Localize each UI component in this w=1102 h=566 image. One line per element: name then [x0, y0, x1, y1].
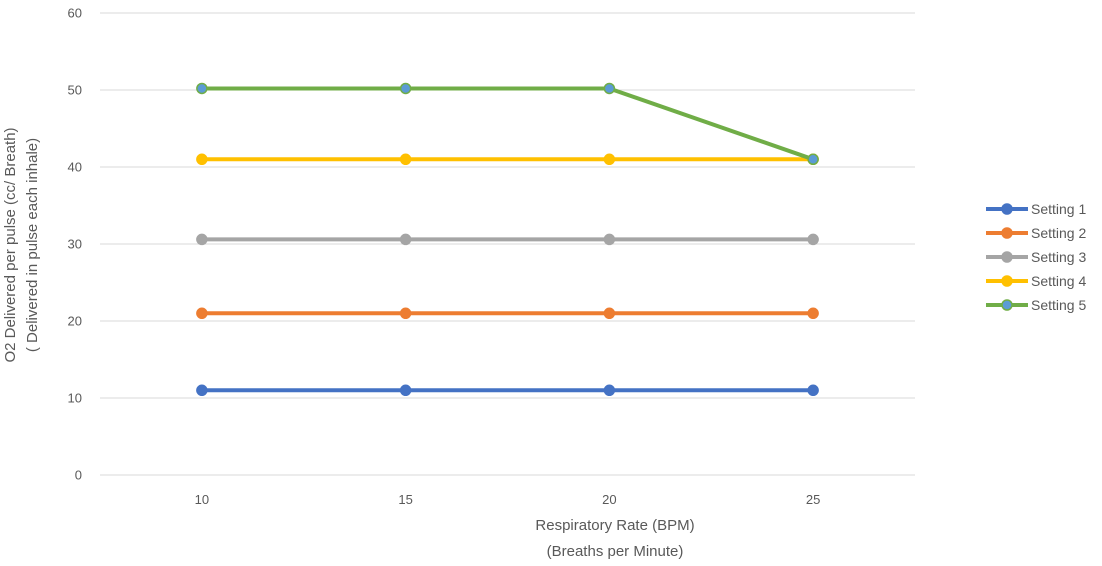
legend-item: Setting 3: [986, 249, 1086, 265]
legend-label: Setting 5: [1031, 297, 1086, 313]
legend-marker: [1001, 203, 1013, 215]
y-axis-title-line-1: O2 Delivered per pulse (cc/ Breath): [2, 127, 19, 362]
legend-label: Setting 2: [1031, 225, 1086, 241]
plot-area: [196, 82, 819, 397]
series-setting-1: [196, 384, 819, 397]
series-setting-2: [196, 307, 819, 320]
data-point: [399, 307, 412, 320]
data-point: [807, 233, 819, 246]
legend-marker: [1001, 227, 1013, 239]
x-tick-label: 10: [195, 492, 209, 507]
data-point: [399, 82, 412, 95]
y-tick-label: 30: [68, 237, 82, 252]
legend-marker: [1001, 299, 1013, 311]
legend-item: Setting 4: [986, 273, 1086, 289]
y-tick-label: 40: [68, 160, 82, 175]
y-tick-label: 20: [68, 314, 82, 329]
series-line: [199, 86, 816, 162]
data-point: [603, 82, 616, 95]
data-point: [603, 153, 616, 166]
data-point: [196, 153, 208, 166]
data-point: [399, 384, 412, 397]
data-point: [603, 307, 616, 320]
data-point: [196, 82, 208, 95]
legend-label: Setting 4: [1031, 273, 1086, 289]
x-axis-title-line-1: Respiratory Rate (BPM): [535, 517, 694, 534]
x-tick-label: 15: [398, 492, 412, 507]
legend-label: Setting 1: [1031, 201, 1086, 217]
series-setting-5: [196, 82, 819, 166]
y-tick-label: 10: [68, 391, 82, 406]
data-point: [196, 233, 208, 246]
data-point: [399, 153, 412, 166]
data-point: [603, 384, 616, 397]
x-tick-label: 20: [602, 492, 616, 507]
x-axis-title-line-2: (Breaths per Minute): [547, 543, 684, 560]
y-tick-label: 50: [68, 83, 82, 98]
y-tick-label: 0: [75, 468, 82, 483]
data-point: [196, 307, 208, 320]
y-axis-ticks: 0 10 20 30 40 50 60: [68, 6, 82, 483]
data-point: [807, 307, 819, 320]
legend: Setting 1 Setting 2 Setting 3 Setting 4 Sett…: [986, 201, 1086, 313]
data-point: [196, 384, 208, 397]
data-point: [807, 384, 819, 397]
y-axis-title-line-2: ( Delivered in pulse each inhale): [24, 138, 41, 352]
x-axis-ticks: 10 15 20 25: [195, 492, 821, 507]
y-tick-label: 60: [68, 6, 82, 21]
legend-label: Setting 3: [1031, 249, 1086, 265]
legend-item: Setting 5: [986, 297, 1086, 313]
legend-item: Setting 1: [986, 201, 1086, 217]
series-setting-4: [196, 153, 819, 166]
data-point: [807, 153, 819, 166]
series-setting-3: [196, 233, 819, 246]
legend-item: Setting 2: [986, 225, 1086, 241]
legend-marker: [1001, 275, 1013, 287]
x-tick-label: 25: [806, 492, 820, 507]
data-point: [603, 233, 616, 246]
gridlines: [100, 12, 915, 476]
legend-marker: [1001, 251, 1013, 263]
data-point: [399, 233, 412, 246]
